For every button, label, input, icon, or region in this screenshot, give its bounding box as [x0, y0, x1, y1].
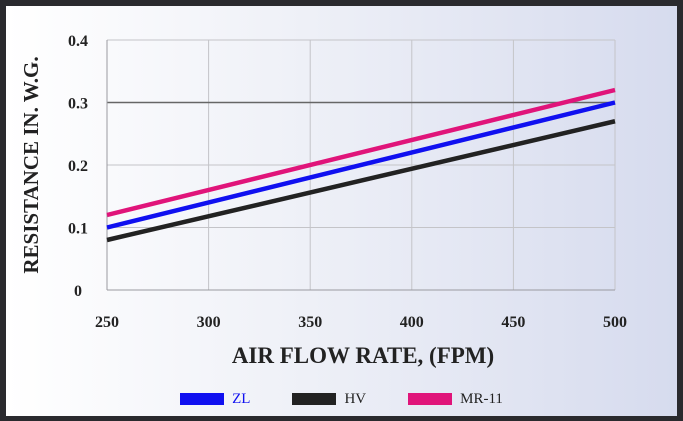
legend-label-zl: ZL	[232, 390, 251, 407]
x-tick-label-450: 450	[501, 314, 525, 331]
x-tick-label-350: 350	[298, 314, 322, 331]
y-tick-label-0.4: 0.4	[68, 33, 88, 50]
y-axis-title: RESISTANCE IN. W.G.	[19, 56, 43, 273]
legend-label-hv: HV	[344, 390, 367, 407]
series-line-hv	[106, 119, 616, 243]
legend-label-mr-11: MR-11	[460, 390, 503, 407]
x-tick-label-500: 500	[603, 314, 627, 331]
x-axis-title: AIR FLOW RATE, (FPM)	[232, 343, 494, 368]
legend: ZL HV MR-11	[0, 387, 683, 411]
legend-item-zl: ZL	[180, 391, 250, 408]
x-tick-label-300: 300	[197, 314, 221, 331]
legend-swatch-hv	[292, 393, 337, 405]
series-lines	[106, 87, 616, 243]
y-tick-label-0.1: 0.1	[68, 221, 88, 238]
y-tick-label-0: 0	[74, 283, 82, 300]
legend-item-mr-11: MR-11	[408, 391, 503, 408]
series-line-zl	[106, 100, 616, 230]
series-line-mr-11	[106, 87, 616, 218]
legend-swatch-zl	[180, 393, 225, 405]
tick-labels: 250 300 350 400 450 500 0 0.1 0.2 0.3 0.4	[68, 33, 627, 331]
legend-item-hv: HV	[292, 391, 366, 408]
x-tick-label-250: 250	[95, 314, 119, 331]
y-tick-label-0.2: 0.2	[68, 158, 88, 175]
y-tick-label-0.3: 0.3	[68, 96, 88, 113]
x-tick-label-400: 400	[400, 314, 424, 331]
legend-swatch-mr-11	[408, 393, 453, 405]
